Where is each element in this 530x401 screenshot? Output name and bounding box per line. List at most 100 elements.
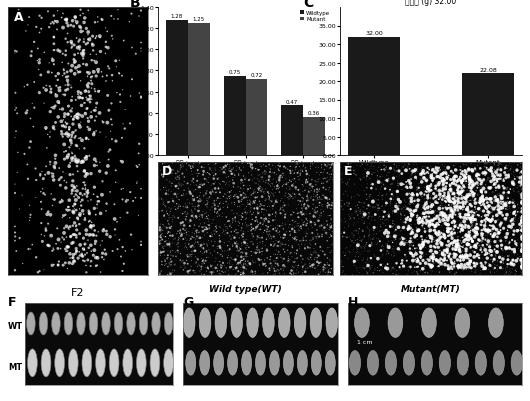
Point — [195, 160, 204, 166]
Point — [91, 36, 100, 43]
Point — [445, 204, 454, 210]
Point — [436, 167, 444, 174]
Point — [463, 167, 472, 174]
Point — [345, 176, 354, 183]
Point — [51, 91, 60, 98]
Point — [241, 258, 250, 265]
Point — [491, 172, 499, 178]
Point — [235, 248, 243, 254]
Point — [56, 199, 64, 206]
Point — [267, 193, 275, 200]
Point — [198, 215, 207, 221]
Point — [499, 265, 507, 272]
Point — [85, 218, 94, 225]
Point — [310, 213, 318, 220]
Point — [373, 265, 382, 271]
Point — [211, 255, 220, 262]
Point — [454, 261, 463, 268]
Point — [497, 259, 505, 265]
Point — [90, 192, 98, 198]
Point — [246, 209, 254, 216]
Point — [456, 167, 464, 174]
Point — [366, 264, 374, 271]
Point — [262, 237, 271, 243]
Point — [416, 261, 424, 268]
Point — [490, 167, 499, 174]
Point — [402, 217, 411, 223]
Point — [457, 206, 465, 213]
Point — [302, 231, 311, 237]
Point — [297, 202, 306, 209]
Point — [390, 167, 399, 173]
Point — [135, 91, 144, 97]
Point — [399, 263, 408, 270]
Point — [295, 202, 303, 209]
Point — [173, 183, 181, 190]
Point — [424, 218, 432, 225]
Point — [232, 168, 241, 174]
Point — [484, 225, 493, 232]
Point — [64, 111, 73, 118]
Point — [74, 39, 83, 46]
Point — [422, 165, 430, 171]
Point — [470, 244, 478, 250]
Point — [517, 172, 526, 179]
Point — [44, 221, 52, 227]
Point — [93, 254, 101, 260]
Point — [392, 223, 401, 230]
Point — [340, 219, 348, 226]
Point — [203, 225, 211, 232]
Point — [452, 167, 460, 174]
Point — [394, 197, 403, 203]
Point — [450, 204, 458, 210]
Point — [308, 161, 317, 168]
Point — [215, 236, 224, 243]
Point — [240, 160, 249, 166]
Point — [70, 135, 79, 142]
Point — [321, 194, 329, 201]
Point — [310, 245, 318, 252]
Ellipse shape — [297, 351, 307, 375]
Point — [374, 205, 382, 212]
Point — [408, 213, 416, 219]
Point — [452, 195, 461, 201]
Point — [229, 175, 237, 182]
Point — [391, 202, 399, 209]
Point — [449, 177, 457, 184]
Point — [518, 206, 526, 212]
Point — [187, 236, 195, 243]
Point — [238, 180, 247, 186]
Point — [269, 193, 278, 200]
Point — [54, 48, 62, 54]
Point — [478, 188, 486, 194]
Point — [158, 237, 166, 243]
Point — [82, 263, 90, 269]
Point — [252, 215, 260, 221]
Point — [200, 165, 208, 172]
Point — [491, 249, 500, 255]
Point — [457, 266, 466, 272]
Point — [67, 40, 75, 47]
Point — [431, 199, 440, 206]
Point — [374, 192, 383, 199]
Point — [428, 183, 436, 190]
Point — [96, 49, 105, 55]
Point — [190, 231, 199, 238]
Point — [450, 224, 459, 230]
Point — [165, 212, 174, 219]
Point — [312, 250, 320, 257]
Point — [75, 37, 84, 44]
Point — [240, 256, 248, 263]
Point — [352, 209, 360, 215]
Point — [84, 8, 92, 14]
Point — [205, 225, 214, 231]
Point — [242, 261, 250, 268]
Point — [96, 130, 104, 136]
Point — [444, 233, 452, 239]
Point — [346, 200, 354, 206]
Point — [323, 179, 331, 186]
Point — [432, 197, 441, 203]
Point — [349, 235, 357, 241]
Point — [413, 213, 421, 219]
Point — [203, 188, 211, 194]
